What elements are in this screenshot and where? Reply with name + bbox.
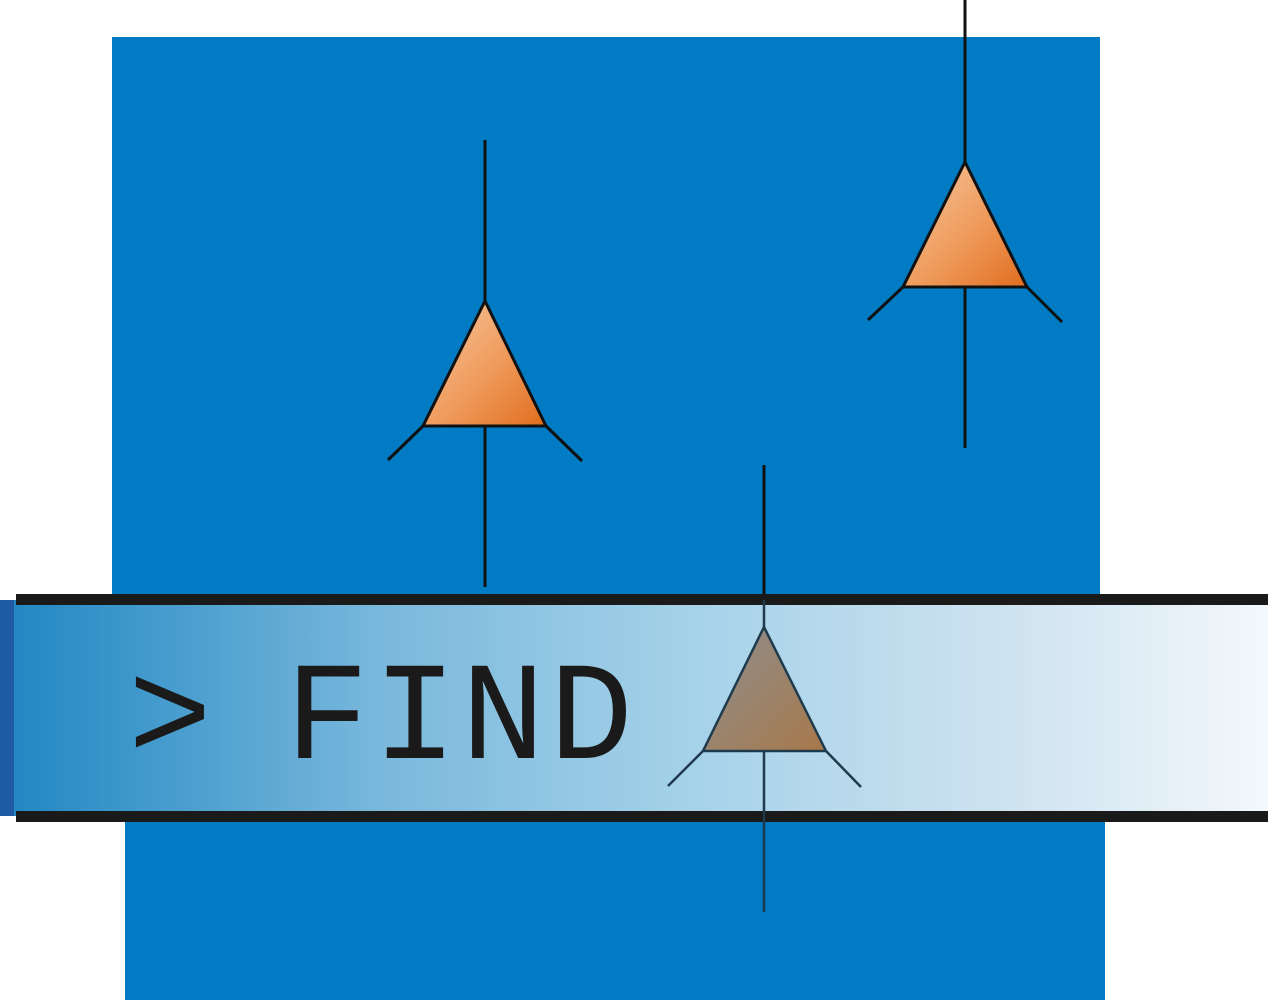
up-triangle-icon [866,0,1064,448]
prompt-symbol: > [128,642,216,801]
up-triangle-icon [386,140,584,587]
blue-panel-upper [112,37,1100,600]
search-bar [0,594,1268,822]
blue-panel-lower [125,815,1105,1000]
logo-word: FIND [285,642,637,801]
up-triangle-icon [667,600,862,912]
